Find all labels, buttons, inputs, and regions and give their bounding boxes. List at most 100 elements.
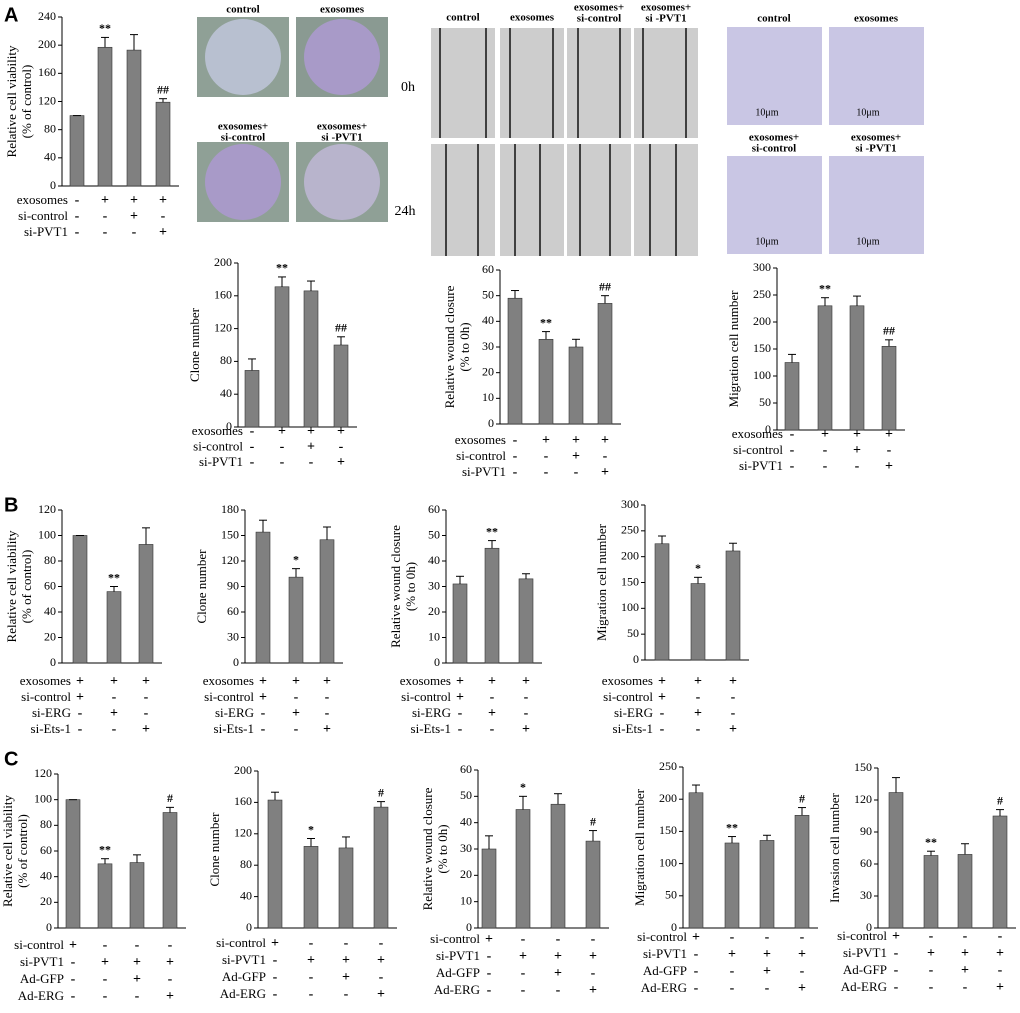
y-tick-label: 0 <box>434 655 440 669</box>
y-tick-label: 100 <box>38 527 56 541</box>
condition-sign: - <box>132 225 137 240</box>
condition-sign: + <box>292 706 300 721</box>
y-axis-label: (% of control) <box>19 65 34 139</box>
condition-sign: + <box>142 722 150 737</box>
y-tick-label: 50 <box>482 287 494 301</box>
bar <box>597 303 613 425</box>
bar <box>138 544 154 664</box>
condition-sign: + <box>488 674 496 689</box>
condition-name: si-control <box>204 689 254 704</box>
condition-sign: - <box>823 443 828 458</box>
condition-sign: + <box>292 674 300 689</box>
condition-sign: - <box>273 970 278 985</box>
condition-sign: - <box>730 930 735 945</box>
bar <box>888 792 904 929</box>
condition-sign: - <box>487 983 492 998</box>
condition-name: si-PVT1 <box>199 454 243 469</box>
bar <box>992 815 1008 929</box>
y-tick-label: 250 <box>753 287 771 301</box>
condition-sign: - <box>591 966 596 981</box>
bar <box>303 846 319 929</box>
condition-sign: + <box>485 932 493 947</box>
condition-sign: + <box>323 674 331 689</box>
condition-sign: + <box>110 674 118 689</box>
y-tick-label: 120 <box>38 93 56 107</box>
condition-name: si-control <box>733 442 783 457</box>
condition-sign: + <box>166 989 174 1004</box>
y-tick-label: 20 <box>40 894 52 908</box>
y-axis-label: Relative cell viability <box>0 795 15 907</box>
significance: ** <box>276 261 288 275</box>
y-tick-label: 50 <box>428 527 440 541</box>
y-axis-label: Migration cell number <box>594 523 609 641</box>
condition-sign: + <box>337 455 345 470</box>
bar <box>724 842 740 929</box>
y-tick-label: 50 <box>627 626 639 640</box>
y-tick-label: 20 <box>428 604 440 618</box>
condition-name: si-control <box>603 689 653 704</box>
condition-sign: + <box>601 465 609 480</box>
condition-sign: - <box>894 946 899 961</box>
condition-sign: - <box>544 449 549 464</box>
condition-sign: + <box>307 953 315 968</box>
condition-sign: - <box>929 929 934 944</box>
condition-sign: + <box>337 424 345 439</box>
wound-photos <box>431 28 698 256</box>
condition-sign: - <box>544 465 549 480</box>
condition-sign: + <box>821 427 829 442</box>
condition-name: Ad-GFP <box>643 963 687 978</box>
condition-sign: + <box>658 674 666 689</box>
condition-sign: - <box>280 455 285 470</box>
significance: * <box>520 780 526 794</box>
significance: # <box>590 814 596 828</box>
condition-sign: - <box>591 932 596 947</box>
condition-sign: + <box>798 981 806 996</box>
condition-sign: - <box>379 970 384 985</box>
condition-sign: + <box>572 449 580 464</box>
condition-name: si-PVT1 <box>222 952 266 967</box>
condition-sign: + <box>601 433 609 448</box>
condition-sign: + <box>589 949 597 964</box>
y-tick-label: 90 <box>227 578 239 592</box>
photo-label: exosomes+ <box>641 2 691 14</box>
y-tick-label: 120 <box>854 792 872 806</box>
condition-sign: + <box>522 674 530 689</box>
bar <box>338 847 354 929</box>
bar <box>106 591 122 664</box>
condition-sign: + <box>692 930 700 945</box>
condition-name: exosomes <box>602 673 653 688</box>
dish <box>205 144 281 220</box>
condition-sign: - <box>521 966 526 981</box>
condition-name: Ad-GFP <box>843 962 887 977</box>
photo-label: exosomes <box>854 13 899 25</box>
condition-sign: - <box>800 930 805 945</box>
bar <box>97 46 113 187</box>
condition-sign: - <box>135 938 140 953</box>
condition-sign: - <box>603 449 608 464</box>
y-tick-label: 80 <box>44 121 56 135</box>
y-tick-label: 60 <box>860 856 872 870</box>
scale-bar-label: 10μm <box>755 236 778 247</box>
y-tick-label: 120 <box>234 826 252 840</box>
y-axis-label: (% to 0h) <box>435 824 450 873</box>
significance: # <box>997 793 1003 807</box>
condition-sign: - <box>250 455 255 470</box>
y-tick-label: 100 <box>753 368 771 382</box>
condition-name: si-control <box>18 208 68 223</box>
condition-sign: - <box>273 987 278 1002</box>
bar <box>725 550 741 661</box>
y-tick-label: 60 <box>460 762 472 776</box>
photo-label: exosomes+ <box>218 121 268 133</box>
condition-sign: - <box>660 706 665 721</box>
condition-name: si-ERG <box>32 705 71 720</box>
condition-sign: - <box>998 929 1003 944</box>
y-tick-label: 0 <box>46 920 52 934</box>
condition-name: exosomes <box>17 192 68 207</box>
y-tick-label: 10 <box>428 629 440 643</box>
condition-name: si-control <box>21 689 71 704</box>
condition-sign: - <box>487 949 492 964</box>
condition-sign: - <box>135 989 140 1004</box>
condition-sign: - <box>731 706 736 721</box>
y-axis-label: Relative wound closure <box>388 525 403 648</box>
condition-sign: - <box>280 440 285 455</box>
